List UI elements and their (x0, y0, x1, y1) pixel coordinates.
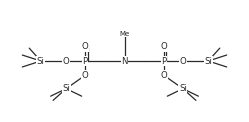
Text: Si: Si (62, 84, 70, 93)
Text: O: O (180, 56, 186, 66)
Text: Si: Si (204, 56, 212, 66)
Text: O: O (82, 71, 88, 80)
Text: Si: Si (37, 56, 45, 66)
Text: Si: Si (179, 84, 187, 93)
Text: Me: Me (119, 31, 130, 37)
Text: P: P (161, 56, 167, 66)
Text: N: N (121, 56, 128, 66)
Text: N: N (121, 56, 128, 66)
Text: O: O (82, 42, 88, 51)
Text: O: O (161, 71, 167, 80)
Text: O: O (63, 56, 69, 66)
Text: P: P (82, 56, 88, 66)
Text: O: O (161, 42, 167, 51)
